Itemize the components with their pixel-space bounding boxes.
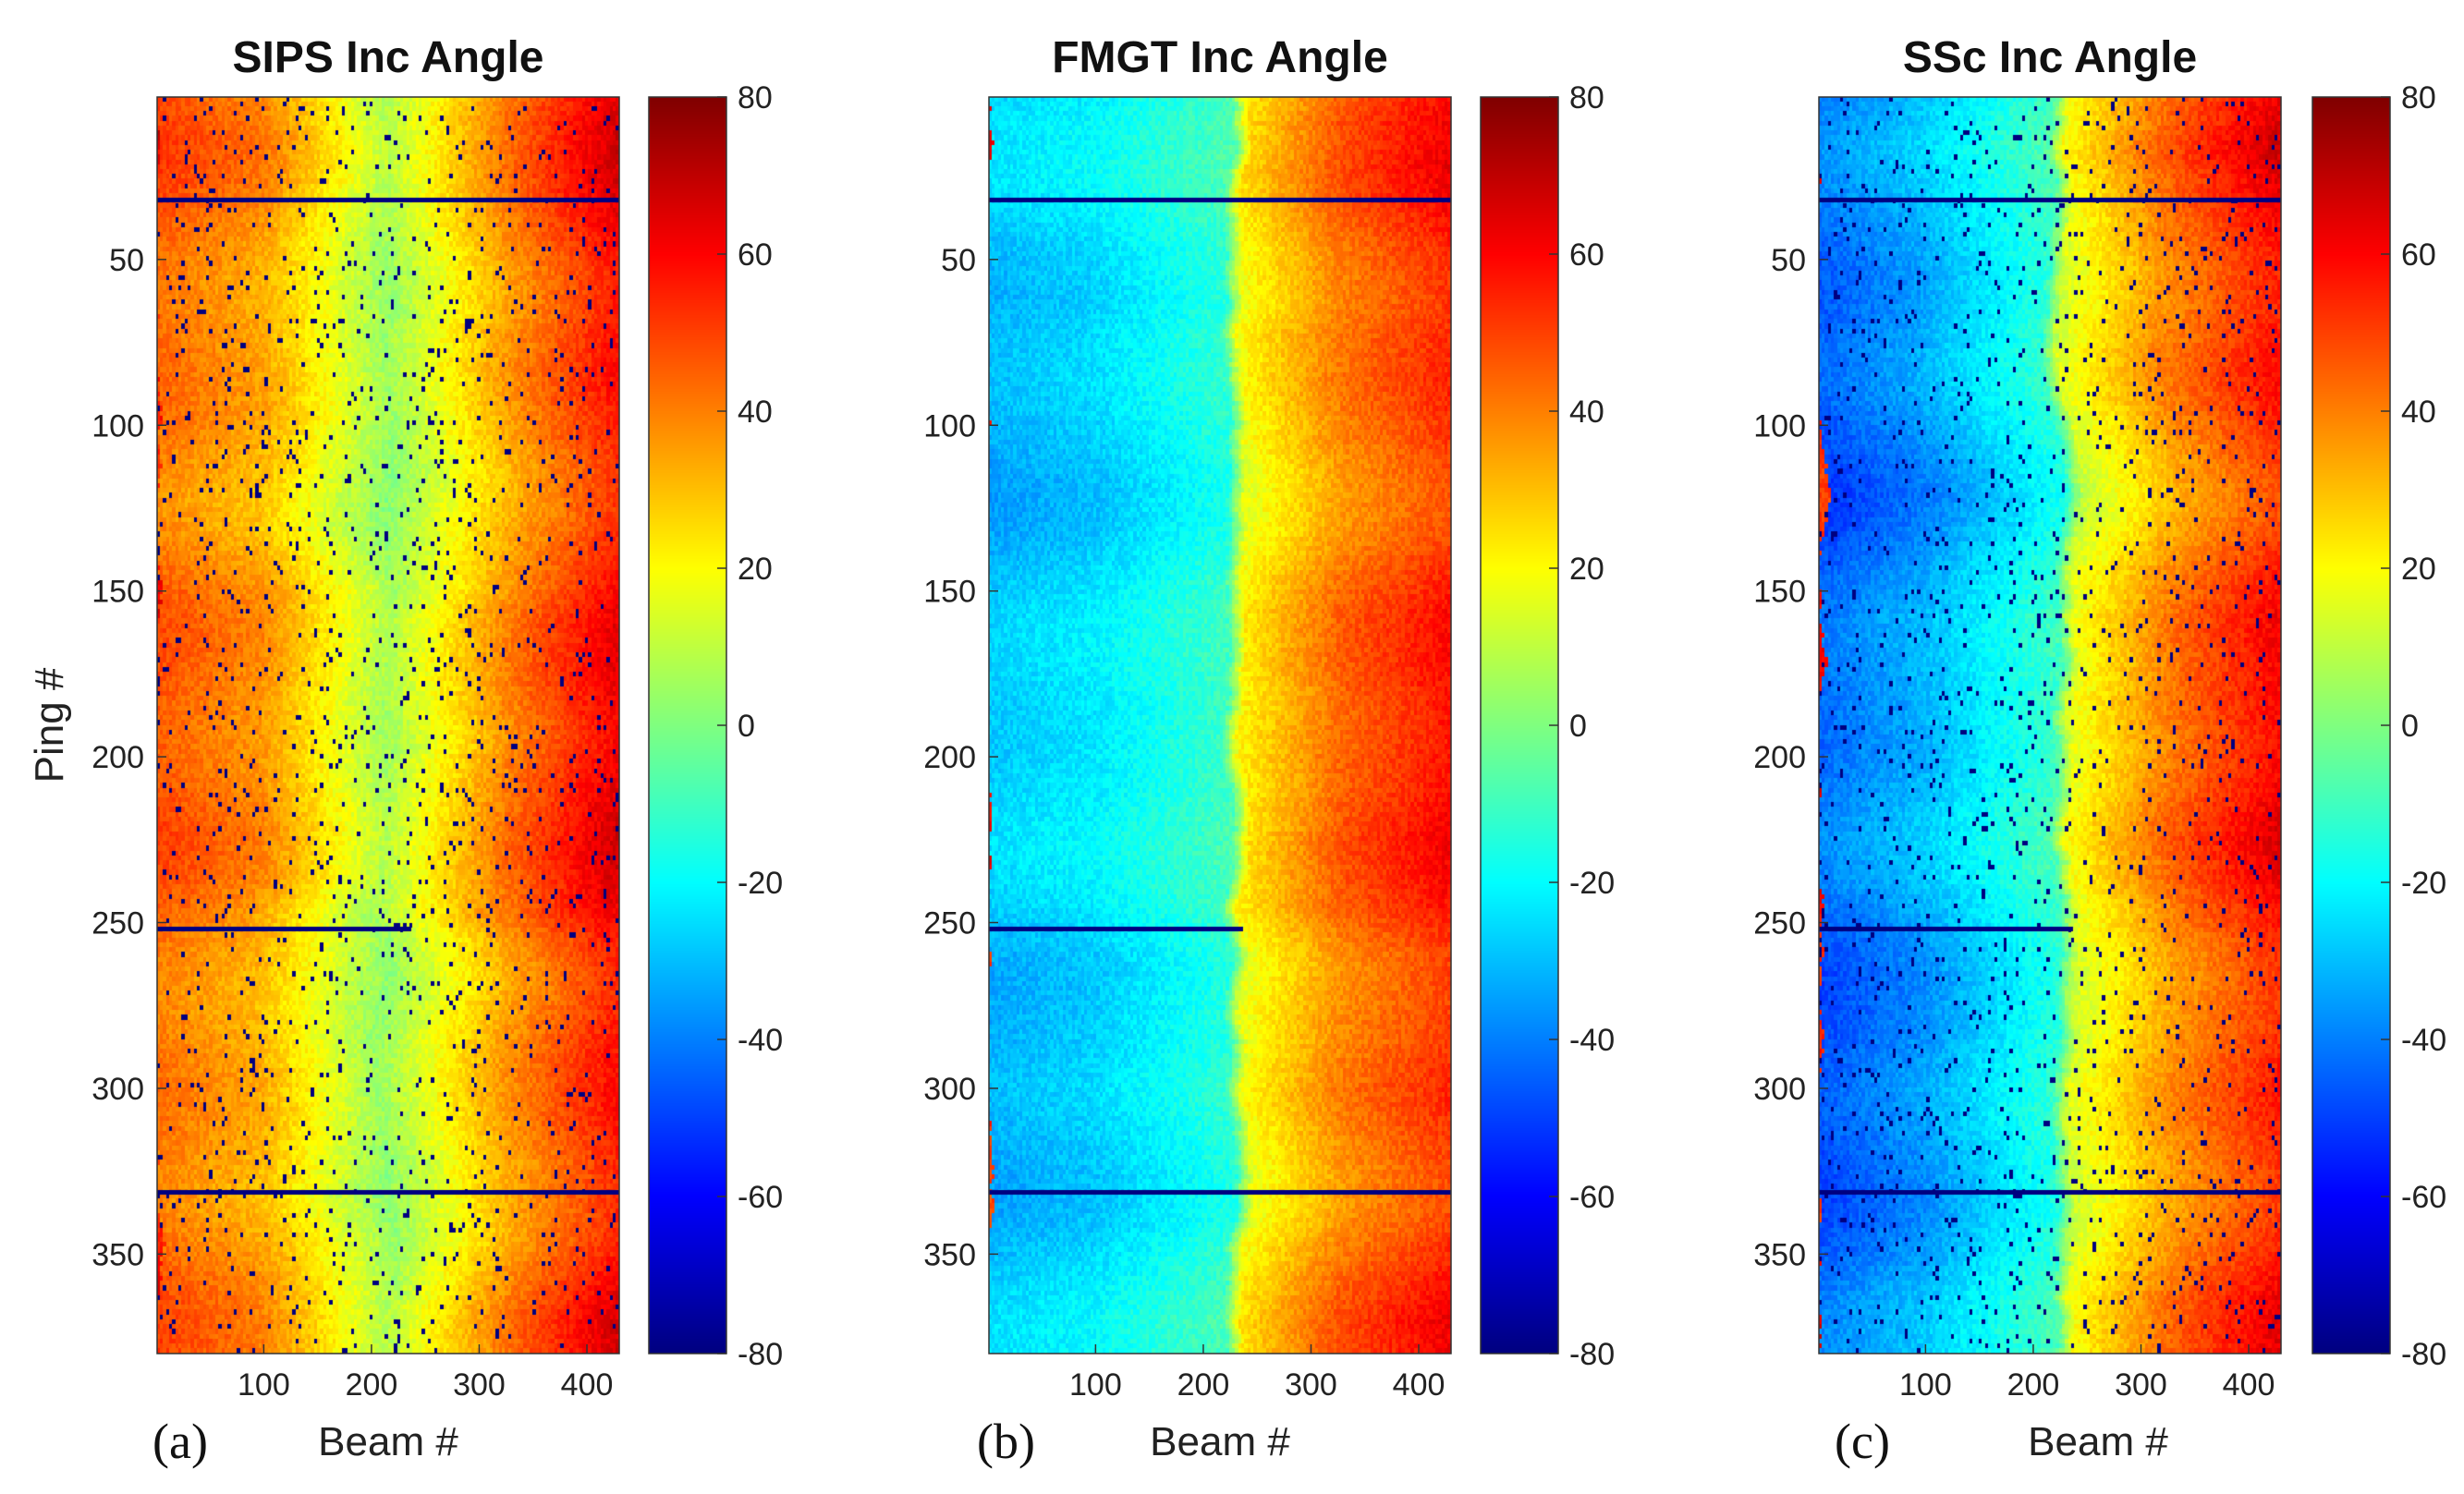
y-tick-label: 150: [923, 575, 976, 610]
colorbar-tick-label: -60: [1569, 1180, 1615, 1215]
heatmap-image: [1819, 97, 2281, 1354]
y-tick-label: 200: [1753, 740, 1806, 775]
x-tick-label: 300: [1285, 1367, 1337, 1403]
colorbar-tick-label: -40: [2401, 1023, 2446, 1058]
x-axis-label: Beam #: [1150, 1419, 1290, 1464]
colorbar-tick-label: -40: [738, 1023, 783, 1058]
panel-letter: (b): [977, 1414, 1035, 1469]
colorbar-tick-label: 60: [2401, 237, 2436, 273]
y-tick-label: 200: [91, 740, 144, 775]
colorbar-tick-label: -60: [2401, 1180, 2446, 1215]
colorbar-tick-label: 80: [738, 80, 773, 115]
y-tick-label: 350: [923, 1237, 976, 1272]
x-tick-label: 400: [561, 1367, 614, 1403]
heatmap-image: [989, 97, 1451, 1354]
x-axis-label: Beam #: [2028, 1419, 2168, 1464]
y-tick-label: 150: [1753, 575, 1806, 610]
x-tick-label: 400: [1393, 1367, 1445, 1403]
plot-frame: [988, 96, 1452, 1354]
colorbar-tick-label: 80: [1569, 80, 1604, 115]
x-tick-label: 200: [346, 1367, 398, 1403]
y-tick-label: 150: [91, 575, 144, 610]
x-tick-label: 400: [2223, 1367, 2275, 1403]
y-tick-label: 300: [923, 1072, 976, 1107]
colorbar-tick-label: -60: [738, 1180, 783, 1215]
panel-title: SIPS Inc Angle: [233, 33, 544, 82]
colorbar-tick-label: -40: [1569, 1023, 1615, 1058]
colorbar-tick-label: 40: [2401, 395, 2436, 430]
colorbar-tick-label: 60: [738, 237, 773, 273]
x-axis-label: Beam #: [318, 1419, 458, 1464]
panel-letter: (c): [1835, 1414, 1890, 1469]
panel-title: SSc Inc Angle: [1903, 33, 2197, 82]
colorbar-tick-label: 20: [2401, 552, 2436, 587]
colorbar-tick-label: 40: [738, 395, 773, 430]
y-tick-label: 350: [1753, 1237, 1806, 1272]
plot-frame: [1818, 96, 2282, 1354]
colorbar-tick-label: 0: [738, 709, 755, 744]
x-tick-label: 100: [1899, 1367, 1952, 1403]
colorbar: [649, 97, 726, 1354]
x-tick-label: 300: [453, 1367, 506, 1403]
y-tick-label: 50: [1771, 243, 1806, 278]
panel-title: FMGT Inc Angle: [1052, 33, 1388, 82]
colorbar: [2312, 97, 2390, 1354]
y-tick-label: 50: [941, 243, 976, 278]
y-tick-label: 100: [91, 408, 144, 443]
y-tick-label: 300: [91, 1072, 144, 1107]
panel-letter: (a): [152, 1414, 208, 1469]
y-tick-label: 250: [923, 906, 976, 941]
x-tick-label: 200: [1177, 1367, 1230, 1403]
colorbar-tick-label: 20: [738, 552, 773, 587]
y-tick-label: 200: [923, 740, 976, 775]
x-tick-label: 100: [1069, 1367, 1122, 1403]
colorbar-tick-label: 40: [1569, 395, 1604, 430]
y-tick-label: 50: [109, 243, 144, 278]
y-tick-label: 300: [1753, 1072, 1806, 1107]
plot-frame: [156, 96, 620, 1354]
colorbar: [1481, 97, 1558, 1354]
y-tick-label: 350: [91, 1237, 144, 1272]
y-tick-label: 100: [1753, 408, 1806, 443]
colorbar-tick-label: -20: [738, 866, 783, 901]
y-tick-label: 100: [923, 408, 976, 443]
colorbar-tick-label: -20: [2401, 866, 2446, 901]
colorbar-tick-label: -20: [1569, 866, 1615, 901]
x-tick-label: 300: [2115, 1367, 2167, 1403]
colorbar-tick-label: 20: [1569, 552, 1604, 587]
colorbar-tick-label: 60: [1569, 237, 1604, 273]
colorbar-tick-label: 0: [1569, 709, 1587, 744]
colorbar-tick-label: 0: [2401, 709, 2419, 744]
x-tick-label: 100: [238, 1367, 290, 1403]
colorbar-tick-label: -80: [738, 1337, 783, 1372]
colorbar-tick-label: -80: [1569, 1337, 1615, 1372]
colorbar-tick-label: 80: [2401, 80, 2436, 115]
x-tick-label: 200: [2007, 1367, 2060, 1403]
y-tick-label: 250: [91, 906, 144, 941]
y-axis-label: Ping #: [27, 667, 72, 783]
y-tick-label: 250: [1753, 906, 1806, 941]
heatmap-image: [157, 97, 619, 1354]
colorbar-tick-label: -80: [2401, 1337, 2446, 1372]
